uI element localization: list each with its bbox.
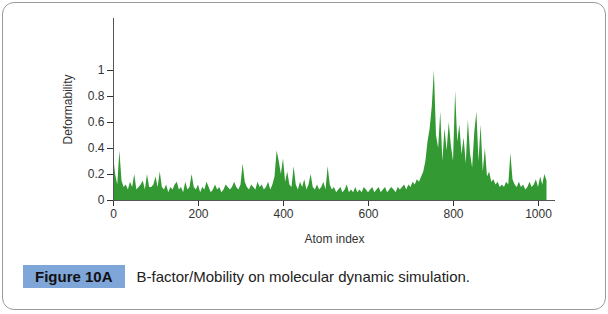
html-text:B-factor/Mobility on molecular: B-factor/Mobility on molecular dynamic s… [136, 268, 470, 285]
svg-text:400: 400 [273, 207, 293, 221]
html-text:Figure 10A: Figure 10A [35, 268, 113, 285]
svg-text:0.2: 0.2 [88, 167, 105, 181]
svg-text:0: 0 [98, 193, 105, 207]
svg-text:1: 1 [98, 63, 105, 77]
svg-text:800: 800 [443, 207, 463, 221]
svg-text:0.6: 0.6 [88, 115, 105, 129]
svg-text:1000: 1000 [525, 207, 552, 221]
svg-text:200: 200 [188, 207, 208, 221]
svg-text:0.4: 0.4 [88, 141, 105, 155]
svg-text:0.8: 0.8 [88, 89, 105, 103]
svg-text:600: 600 [358, 207, 378, 221]
svg-text:Deformability: Deformability [61, 74, 75, 144]
svg-text:Atom index: Atom index [304, 232, 364, 246]
svg-text:0: 0 [110, 207, 117, 221]
